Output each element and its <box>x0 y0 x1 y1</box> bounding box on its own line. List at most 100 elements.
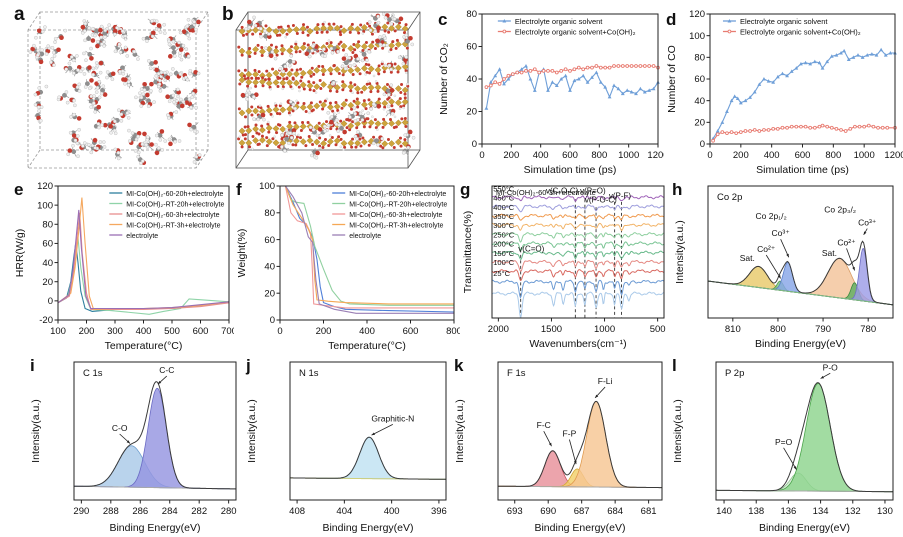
svg-text:700: 700 <box>221 326 234 337</box>
svg-text:300°C: 300°C <box>493 221 515 230</box>
svg-text:MI-Co(OH)₂-RT-3h+electrolyte: MI-Co(OH)₂-RT-3h+electrolyte <box>126 222 220 229</box>
panel-h: h Sat. Co²⁺ Co³⁺ Co 2p₁/₂ Sat. Co²⁺ Co³⁺ Co 2p₃… <box>672 178 903 352</box>
panel-f-label: f <box>236 180 242 199</box>
co-line-chart: 0 200 400 600 800 1000 1200 0 20 40 60 80 100 120 Simu… <box>664 4 903 178</box>
svg-text:684: 684 <box>607 506 623 517</box>
panel-g-label: g <box>460 180 471 199</box>
panel-h-label: h <box>672 180 683 199</box>
svg-text:132: 132 <box>845 506 861 517</box>
svg-text:Co²⁺: Co²⁺ <box>837 237 856 247</box>
svg-text:800: 800 <box>591 150 607 161</box>
molecular-box-solvent <box>14 4 222 176</box>
svg-text:284: 284 <box>162 506 178 517</box>
svg-text:136: 136 <box>780 506 796 517</box>
svg-text:100: 100 <box>259 181 275 192</box>
svg-text:Intensity(a.u.): Intensity(a.u.) <box>672 399 684 463</box>
chart-c: 0 200 400 600 800 1000 1200 0 20 40 60 80 Simulation… <box>438 9 664 176</box>
chart-f: 0 200 400 600 800 0 20 40 60 80 100 Temperature(°C)… <box>236 181 460 352</box>
panel-i: i C-C C-O C 1s 290 288 286 284 282 280 Binding En… <box>28 354 244 536</box>
svg-text:0: 0 <box>277 326 282 337</box>
svg-text:v(P-O-C): v(P-O-C) <box>585 196 617 205</box>
panel-l: l P-O P=O P 2p 140 138 136 134 132 130 Binding En… <box>670 354 903 536</box>
hrr-line-chart: 100 200 300 400 500 600 700 -20 0 20 40 60 80 100 120 T… <box>12 178 234 354</box>
svg-text:C 1s: C 1s <box>83 368 103 379</box>
svg-text:500: 500 <box>164 326 180 337</box>
svg-text:1000: 1000 <box>618 150 639 161</box>
svg-text:400: 400 <box>136 326 152 337</box>
svg-text:F 1s: F 1s <box>507 368 526 379</box>
svg-text:F-P: F-P <box>563 429 577 439</box>
svg-text:0: 0 <box>700 139 705 150</box>
svg-text:0: 0 <box>479 150 484 161</box>
xps-n1s-chart: Graphitic-N N 1s 408 404 400 396 Binding Energ… <box>244 354 454 536</box>
svg-text:Sat.: Sat. <box>740 253 755 263</box>
svg-text:800: 800 <box>770 324 786 335</box>
svg-text:600: 600 <box>193 326 209 337</box>
panel-e-label: e <box>14 180 24 199</box>
svg-text:MI-Co(OH)₂-60-3h+electrolyte: MI-Co(OH)₂-60-3h+electrolyte <box>349 212 442 219</box>
svg-text:200°C: 200°C <box>493 240 515 249</box>
svg-text:Electrolyte organic solvent: Electrolyte organic solvent <box>515 17 603 26</box>
chart-b <box>235 11 421 169</box>
svg-text:280: 280 <box>221 506 237 517</box>
chart-e: 100 200 300 400 500 600 700 -20 0 20 40 60 80 100 120 T… <box>14 181 234 352</box>
panel-j-label: j <box>246 356 251 375</box>
svg-text:Intensity(a.u.): Intensity(a.u.) <box>246 399 258 463</box>
svg-text:200: 200 <box>79 326 95 337</box>
xps-p2p-chart: P-O P=O P 2p 140 138 136 134 132 130 Binding Ener… <box>670 354 903 536</box>
panel-k-label: k <box>454 356 464 375</box>
svg-text:408: 408 <box>289 506 305 517</box>
svg-text:250°C: 250°C <box>493 230 515 239</box>
svg-text:693: 693 <box>507 506 523 517</box>
svg-text:400: 400 <box>384 506 400 517</box>
svg-text:290: 290 <box>73 506 89 517</box>
svg-text:80: 80 <box>42 219 53 230</box>
panel-d-label: d <box>666 10 677 29</box>
svg-text:Co³⁺: Co³⁺ <box>858 218 877 228</box>
svg-text:electrolyte: electrolyte <box>126 233 158 240</box>
svg-text:60: 60 <box>42 239 53 250</box>
svg-text:P=O: P=O <box>775 437 793 447</box>
svg-text:Temperature(°C): Temperature(°C) <box>328 340 406 352</box>
svg-text:60: 60 <box>264 235 275 246</box>
svg-text:20: 20 <box>466 107 477 118</box>
svg-text:v(P-F): v(P-F) <box>609 192 632 201</box>
svg-text:Wavenumbers(cm⁻¹): Wavenumbers(cm⁻¹) <box>529 338 626 350</box>
svg-text:1500: 1500 <box>541 324 562 335</box>
svg-text:687: 687 <box>574 506 590 517</box>
chart-l: P-O P=O P 2p 140 138 136 134 132 130 Binding Ener… <box>672 361 894 534</box>
svg-text:100: 100 <box>37 200 53 211</box>
svg-text:Transmittance(%): Transmittance(%) <box>462 211 474 293</box>
svg-text:MI-Co(OH)₂-60-20h+electrolyte: MI-Co(OH)₂-60-20h+electrolyte <box>126 191 223 198</box>
xps-c1s-chart: C-C C-O C 1s 290 288 286 284 282 280 Binding Ener… <box>28 354 244 536</box>
svg-text:288: 288 <box>103 506 119 517</box>
svg-text:200: 200 <box>503 150 519 161</box>
svg-text:Binding Energy(eV): Binding Energy(eV) <box>759 522 850 534</box>
svg-text:690: 690 <box>540 506 556 517</box>
svg-text:120: 120 <box>689 9 705 20</box>
svg-text:1200: 1200 <box>884 150 903 161</box>
svg-text:100: 100 <box>689 31 705 42</box>
panel-c: c 0 200 400 600 800 1000 1200 0 20 40 60 80 Simulati… <box>436 4 664 178</box>
svg-text:v(C-O-C): v(C-O-C) <box>546 186 579 195</box>
svg-text:800: 800 <box>446 326 460 337</box>
svg-text:v(P=O): v(P=O) <box>580 186 606 195</box>
svg-text:20: 20 <box>42 277 53 288</box>
svg-text:80: 80 <box>264 208 275 219</box>
molecular-box-layered <box>222 4 434 176</box>
svg-text:F-Li: F-Li <box>598 376 613 386</box>
svg-text:800: 800 <box>825 150 841 161</box>
svg-text:80: 80 <box>694 53 705 64</box>
svg-text:-20: -20 <box>39 315 53 326</box>
svg-text:Electrolyte organic solvent+Co: Electrolyte organic solvent+Co(OH)₂ <box>740 27 861 36</box>
svg-text:40: 40 <box>42 258 53 269</box>
svg-text:Number of CO₂: Number of CO₂ <box>438 43 450 115</box>
ftir-chart: 550°C 450°C 400°C 350°C 300°C 250°C 200°C 150°C… <box>460 178 672 352</box>
svg-text:Co²⁺: Co²⁺ <box>757 244 776 254</box>
svg-text:450°C: 450°C <box>493 194 515 203</box>
svg-text:MI-Co(OH)₂-RT-20h+electrolyte: MI-Co(OH)₂-RT-20h+electrolyte <box>126 201 224 208</box>
svg-text:550°C: 550°C <box>493 184 515 193</box>
svg-text:138: 138 <box>748 506 764 517</box>
svg-text:600: 600 <box>795 150 811 161</box>
